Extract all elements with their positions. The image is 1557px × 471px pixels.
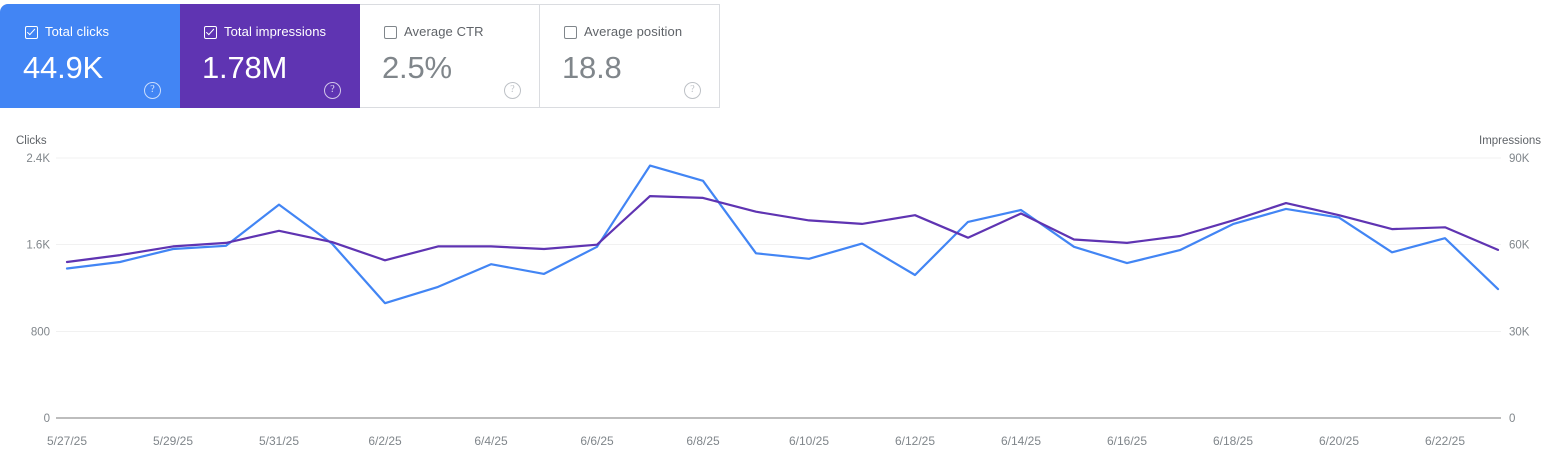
x-axis-date-label: 6/6/25: [580, 434, 614, 448]
left-axis-ticks: 0 800 1.6K 2.4K: [26, 153, 50, 425]
metric-card-header: Average position: [564, 25, 682, 39]
series-group: [65, 164, 1500, 305]
left-tick-label: 1.6K: [26, 240, 50, 252]
x-axis-date-label: 6/18/25: [1213, 434, 1253, 448]
metric-value-average-ctr: 2.5%: [382, 50, 452, 85]
help-icon-average-ctr[interactable]: ?: [504, 82, 521, 99]
checkbox-total-impressions[interactable]: [204, 25, 217, 39]
checkbox-average-ctr[interactable]: [384, 25, 397, 39]
metric-label-total-clicks: Total clicks: [45, 24, 110, 39]
help-icon-average-position[interactable]: ?: [684, 82, 701, 99]
metric-card-header: Total clicks: [25, 25, 109, 39]
right-axis-ticks: 0 30K 60K 90K: [1509, 153, 1530, 425]
help-icon-total-clicks[interactable]: ?: [144, 82, 161, 99]
x-axis-date-label: 6/12/25: [895, 434, 935, 448]
metric-card-header: Average CTR: [384, 25, 484, 39]
x-axis-date-label: 5/29/25: [153, 434, 193, 448]
x-axis-date-label: 5/27/25: [47, 434, 87, 448]
metric-cards-row: Total clicks 44.9K ? Total impressions 1…: [0, 4, 720, 108]
left-tick-label: 800: [31, 326, 50, 338]
x-axis-date-label: 6/16/25: [1107, 434, 1147, 448]
gridlines-group: [56, 157, 1501, 419]
x-axis-date-label: 6/4/25: [474, 434, 508, 448]
metric-value-total-clicks: 44.9K: [23, 50, 104, 85]
checkbox-average-position[interactable]: [564, 25, 577, 39]
checkbox-total-clicks[interactable]: [25, 25, 38, 39]
x-axis-date-label: 6/20/25: [1319, 434, 1359, 448]
x-axis-date-label: 5/31/25: [259, 434, 299, 448]
right-tick-label: 90K: [1509, 153, 1530, 165]
metric-card-total-impressions[interactable]: Total impressions 1.78M ?: [180, 4, 360, 108]
x-axis-date-label: 6/10/25: [789, 434, 829, 448]
metric-card-header: Total impressions: [204, 25, 326, 39]
metric-label-total-impressions: Total impressions: [224, 24, 327, 39]
performance-chart: 0 800 1.6K 2.4K 0 30K 60K 90K 5/27/25 5/29/25 5/…: [0, 128, 1557, 471]
right-axis-title: Impressions: [1479, 135, 1541, 147]
left-axis-title: Clicks: [16, 135, 47, 147]
x-axis-date-label: 6/14/25: [1001, 434, 1041, 448]
metric-card-average-position[interactable]: Average position 18.8 ?: [540, 4, 720, 108]
x-axis-labels: 5/27/25 5/29/25 5/31/25 6/2/25 6/4/25 6/6/25 6…: [47, 434, 1465, 448]
series-line-total-clicks: [65, 164, 1500, 305]
metric-card-total-clicks[interactable]: Total clicks 44.9K ?: [0, 4, 180, 108]
metric-value-total-impressions: 1.78M: [202, 50, 288, 85]
x-axis-date-label: 6/2/25: [368, 434, 402, 448]
x-axis-date-label: 6/8/25: [686, 434, 720, 448]
metric-value-average-position: 18.8: [562, 50, 622, 85]
help-icon-total-impressions[interactable]: ?: [324, 82, 341, 99]
x-axis-date-label: 6/22/25: [1425, 434, 1465, 448]
right-tick-label: 60K: [1509, 240, 1530, 252]
right-tick-label: 30K: [1509, 326, 1530, 338]
metric-card-average-ctr[interactable]: Average CTR 2.5% ?: [360, 4, 540, 108]
series-line-total-impressions: [65, 195, 1500, 264]
metric-label-average-position: Average position: [584, 24, 683, 39]
left-tick-label: 0: [44, 413, 50, 425]
metric-label-average-ctr: Average CTR: [404, 24, 484, 39]
left-tick-label: 2.4K: [26, 153, 50, 165]
right-tick-label: 0: [1509, 413, 1515, 425]
